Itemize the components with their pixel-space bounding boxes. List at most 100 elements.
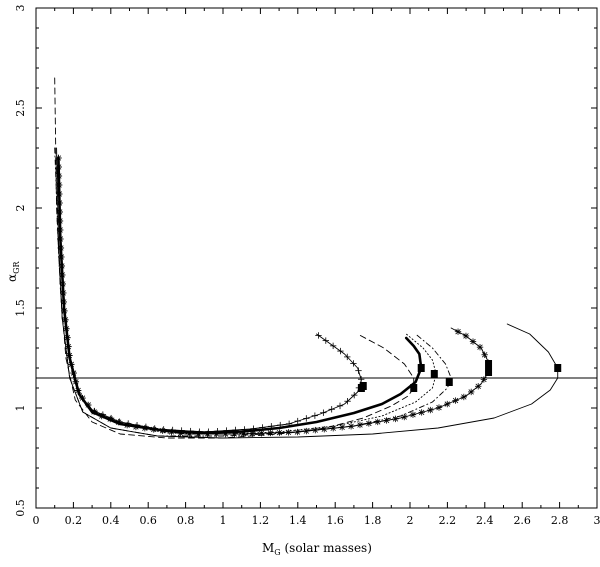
series-star-symbol bbox=[213, 430, 220, 438]
series-plus-symbol bbox=[315, 332, 322, 339]
series-star-symbol bbox=[401, 413, 408, 421]
series-star-symbol bbox=[55, 163, 62, 171]
x-tick-label: 2.2 bbox=[439, 514, 457, 527]
series-star-symbol bbox=[55, 172, 63, 180]
series-star-symbol bbox=[475, 383, 482, 390]
x-tick-label: 0.8 bbox=[177, 514, 195, 527]
x-tick-label: 2.8 bbox=[551, 514, 569, 527]
square-marker bbox=[485, 360, 493, 368]
y-tick-label: 2.5 bbox=[14, 99, 27, 117]
series-plus-symbol bbox=[294, 417, 301, 425]
series-line-4-dotted bbox=[57, 157, 437, 435]
series-star-symbol bbox=[90, 408, 98, 416]
series-line-3-thick bbox=[57, 156, 423, 434]
series-star-symbol bbox=[159, 427, 166, 434]
series-plus-symbol bbox=[337, 347, 344, 355]
series-star-symbol bbox=[469, 338, 477, 345]
series-plus-symbol bbox=[329, 342, 337, 350]
series-star-symbol bbox=[462, 332, 470, 340]
series-star-symbol bbox=[123, 421, 131, 429]
series-plus-symbol bbox=[328, 406, 335, 413]
series-star-symbol bbox=[141, 424, 149, 432]
y-tick-label: 2 bbox=[14, 205, 27, 212]
series-star-symbol bbox=[312, 426, 319, 434]
x-tick-label: 1.8 bbox=[364, 514, 382, 527]
series-star-symbol bbox=[186, 430, 193, 438]
series-plus-symbol bbox=[336, 402, 344, 410]
series-star-symbol bbox=[240, 430, 247, 438]
series-plus-symbol bbox=[355, 367, 362, 374]
series-star-symbol bbox=[444, 400, 451, 408]
series-star-symbol bbox=[249, 430, 256, 437]
series-line-7-solid bbox=[56, 147, 559, 439]
series-star-symbol bbox=[480, 376, 488, 383]
x-tick-label: 1.2 bbox=[252, 514, 270, 527]
series-star-symbol bbox=[276, 429, 283, 436]
series-star-symbol bbox=[132, 423, 140, 431]
series-star-symbol bbox=[476, 343, 484, 351]
square-marker bbox=[359, 382, 367, 390]
series-star-symbol bbox=[392, 415, 399, 423]
series-star-symbol bbox=[72, 378, 80, 385]
series-star-symbol bbox=[374, 418, 381, 426]
square-marker bbox=[485, 368, 493, 376]
series-star-symbol bbox=[467, 388, 475, 396]
ticks-group: 0 0.2 0.4 0.6 0.8 1 1.2 1.4 1.6 1.8 2 2.2 2.4 2.6 2.8 3… bbox=[14, 5, 600, 528]
square-marker bbox=[430, 370, 438, 378]
series-star-symbol bbox=[222, 430, 229, 438]
series-plus-symbol bbox=[311, 412, 319, 419]
series-star-symbol bbox=[79, 394, 86, 402]
series-plus-symbol bbox=[303, 415, 310, 422]
series-group bbox=[54, 77, 559, 439]
series-star-symbol bbox=[177, 430, 184, 437]
series-plus-symbol bbox=[344, 353, 351, 361]
marker-group bbox=[357, 360, 562, 392]
series-star-symbol bbox=[452, 397, 459, 404]
series-star-symbol bbox=[418, 409, 425, 416]
series-line-1-plus bbox=[57, 157, 362, 433]
series-star-symbol bbox=[64, 334, 71, 341]
series-plus-symbol bbox=[322, 337, 329, 344]
series-plus-symbol bbox=[350, 360, 357, 367]
series-star-symbol bbox=[70, 369, 77, 377]
y-tick-label: 0.5 bbox=[14, 499, 27, 517]
square-marker bbox=[417, 364, 425, 372]
x-tick-label: 1 bbox=[220, 514, 227, 527]
series-star-symbol bbox=[258, 430, 265, 437]
series-star-symbol bbox=[55, 181, 63, 189]
series-star-symbol bbox=[231, 430, 238, 438]
series-plus-symbol bbox=[344, 398, 351, 405]
square-marker bbox=[445, 378, 453, 386]
series-star-symbol bbox=[68, 361, 75, 368]
x-tick-label: 0.4 bbox=[102, 514, 120, 527]
series-star-symbol bbox=[62, 316, 69, 324]
series-star-symbol bbox=[65, 343, 72, 350]
series-star-symbol bbox=[74, 387, 82, 394]
x-tick-label: 2 bbox=[407, 514, 414, 527]
y-tick-label: 1.5 bbox=[14, 299, 27, 317]
series-star-symbol bbox=[347, 423, 355, 430]
series-plus-symbol bbox=[357, 376, 365, 383]
series-star-symbol bbox=[460, 393, 468, 401]
series-star-symbol bbox=[285, 429, 292, 436]
series-star-symbol bbox=[204, 430, 211, 438]
series-star-symbol bbox=[294, 428, 301, 436]
series-star-symbol bbox=[481, 351, 488, 358]
x-tick-label: 0.6 bbox=[139, 514, 157, 527]
x-tick-label: 0.2 bbox=[65, 514, 83, 527]
series-line-5-dashdot bbox=[54, 147, 452, 437]
series-star-symbol bbox=[195, 430, 202, 438]
series-star-symbol bbox=[356, 421, 364, 429]
series-star-symbol bbox=[338, 424, 346, 431]
series-star-symbol bbox=[383, 417, 390, 424]
series-star-symbol bbox=[106, 415, 114, 423]
series-star-symbol bbox=[321, 425, 328, 433]
x-tick-label: 0 bbox=[33, 514, 40, 527]
plot-area bbox=[35, 7, 598, 509]
series-star-symbol bbox=[267, 429, 274, 437]
square-marker bbox=[410, 384, 418, 392]
series-star-symbol bbox=[85, 401, 92, 409]
series-star-symbol bbox=[60, 298, 67, 306]
y-tick-label: 3 bbox=[14, 5, 27, 12]
series-plus-symbol bbox=[320, 409, 327, 416]
